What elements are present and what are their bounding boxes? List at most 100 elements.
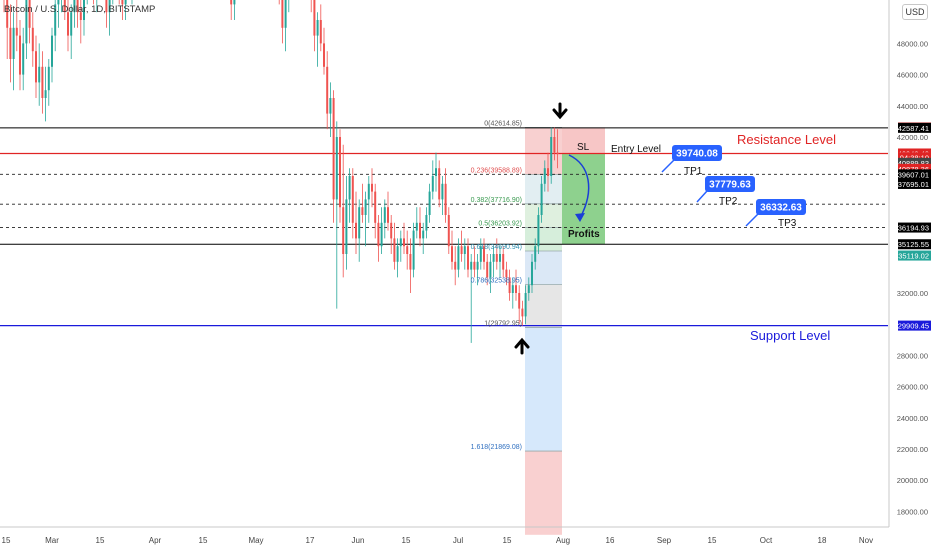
candle-body	[444, 183, 447, 215]
candle-body	[316, 20, 319, 36]
price-label-text: 42587.41	[898, 124, 929, 133]
candle-body	[463, 246, 466, 254]
candle-body	[76, 0, 79, 13]
price-label-text: 04:38:10	[900, 153, 929, 162]
candle	[44, 66, 47, 122]
candle	[393, 222, 396, 270]
price-axis-bg	[889, 0, 932, 550]
candle-body	[35, 51, 37, 83]
candle-body	[63, 0, 66, 13]
candle	[556, 129, 559, 169]
candle-body	[47, 66, 50, 91]
candle-body	[79, 12, 82, 20]
profits-label: Profits	[568, 229, 600, 240]
price-tick-label: 46000.00	[897, 71, 928, 80]
down-arrow-icon	[552, 102, 568, 120]
candle-body	[547, 168, 549, 176]
candle	[319, 4, 322, 52]
candle	[499, 246, 501, 278]
candle	[377, 215, 380, 262]
candle	[61, 0, 62, 13]
candle-body	[454, 261, 457, 270]
candle	[278, 0, 280, 5]
candle-body	[425, 215, 428, 231]
fib-label-1: 1(29792.95)	[484, 320, 522, 327]
price-label-text: 37695.01	[898, 180, 929, 189]
candle	[444, 168, 447, 223]
candle	[105, 0, 108, 28]
candle-body	[412, 230, 415, 270]
candle	[70, 4, 73, 59]
candle-body	[67, 12, 69, 36]
candle-body	[451, 246, 453, 262]
candle	[364, 191, 367, 247]
time-axis[interactable]: 15 Mar 15 Apr 15 May 17 Jun 15 Jul 15 Aug 16 Sep 15 Oct…	[0, 526, 889, 545]
candle-body	[361, 207, 364, 215]
zones-layer	[525, 127, 605, 535]
candle	[412, 222, 415, 278]
time-tick-label: Sep	[657, 536, 672, 545]
tp-leader-line	[745, 213, 759, 227]
price-axis[interactable]: 48000.00 46000.00 44000.00 42000.00 32000.00…	[888, 0, 932, 550]
time-tick-label: 18	[818, 536, 827, 545]
candle	[451, 230, 453, 270]
time-tick-label: 15	[2, 536, 11, 545]
candle-body	[387, 207, 389, 223]
candle	[547, 152, 549, 192]
fib-label-0.786: 0.786(32538.95)	[471, 278, 522, 285]
candle-body	[489, 261, 492, 278]
price-label-box	[898, 239, 931, 250]
price-label-text: 35119.02	[898, 252, 929, 261]
candle	[339, 129, 341, 223]
candle	[326, 51, 329, 130]
tp-name-1: TP1	[684, 166, 703, 177]
candle	[531, 254, 533, 293]
candle	[454, 246, 457, 286]
price-tick-label: 22000.00	[897, 445, 928, 454]
candle-body	[540, 183, 543, 215]
candle	[467, 238, 469, 278]
price-label-text: 36194.93	[898, 224, 929, 233]
entry-label: Entry Level	[611, 144, 661, 155]
candle	[463, 238, 466, 270]
candle	[518, 285, 521, 325]
candle	[316, 12, 319, 67]
tp-leader-line	[661, 159, 675, 173]
candle-body	[460, 246, 463, 254]
price-tick-label: 32000.00	[897, 289, 928, 298]
support-label: Support Level	[750, 328, 830, 343]
fib-label-1.618: 1.618(21869.08)	[471, 444, 522, 451]
candle-body	[524, 293, 527, 317]
candle-body	[492, 254, 495, 262]
candle	[35, 35, 37, 98]
candle	[399, 230, 402, 262]
candle	[233, 0, 236, 20]
candle-body	[380, 222, 383, 247]
fib-label-0.382: 0.382(37716.90)	[471, 197, 522, 204]
price-tick-label: 44000.00	[897, 102, 928, 111]
candle-body	[44, 90, 47, 98]
time-tick-label: 16	[606, 536, 615, 545]
price-label-box	[898, 163, 931, 174]
candle	[483, 238, 485, 270]
candle-body	[383, 207, 386, 223]
currency-badge[interactable]: USD	[902, 4, 928, 20]
candle	[374, 183, 377, 239]
time-tick-label: Aug	[556, 536, 570, 545]
candle	[79, 0, 82, 44]
candle	[511, 277, 514, 309]
candle	[390, 215, 393, 254]
annotation-layer: Resistance Level Support Level Entry Level…	[514, 102, 836, 355]
fib-band-2	[525, 203, 562, 228]
time-tick-label: Jul	[453, 536, 463, 545]
candle	[396, 238, 399, 278]
price-tick-label: 18000.00	[897, 507, 928, 516]
candle	[6, 0, 9, 59]
time-tick-label: May	[248, 536, 263, 545]
candle	[502, 246, 505, 278]
candle-body	[25, 0, 28, 44]
candle	[41, 51, 44, 114]
candle	[51, 27, 53, 83]
candle	[406, 230, 409, 270]
